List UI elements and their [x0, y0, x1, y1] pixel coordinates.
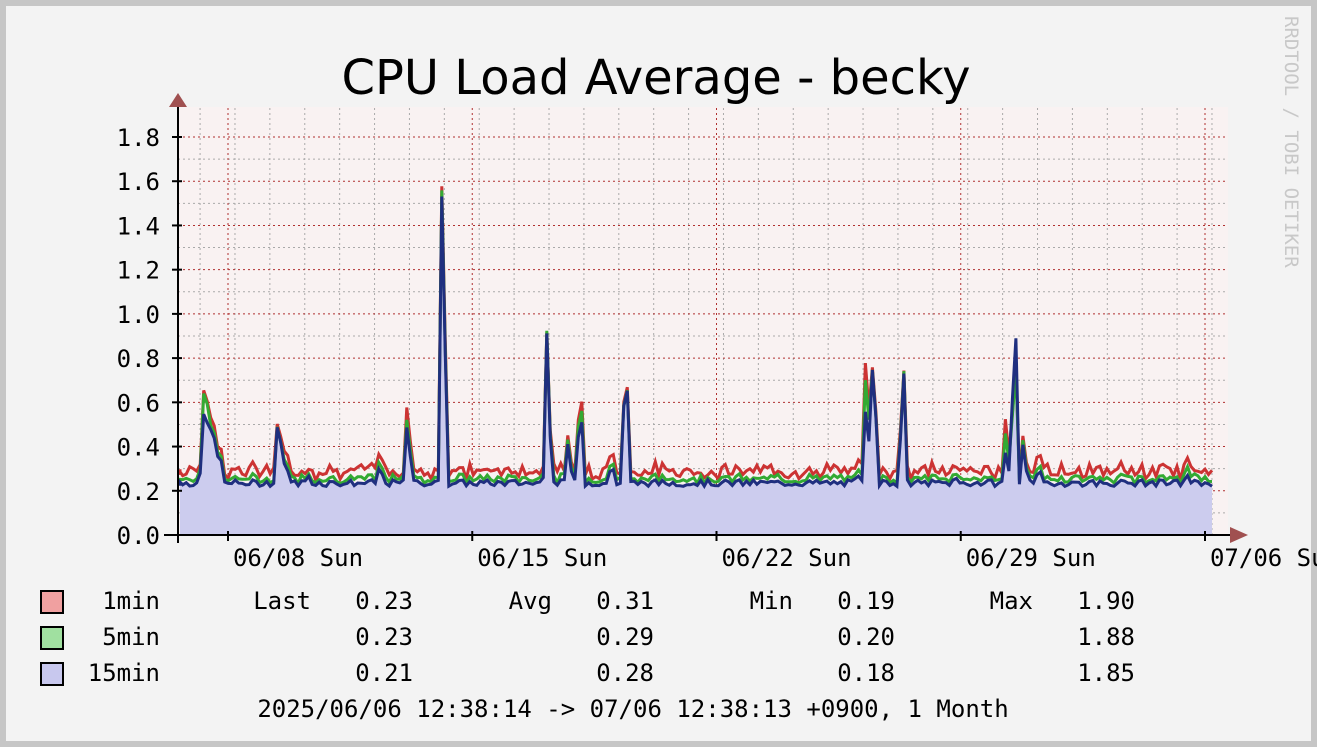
legend-value-5min-avg: 0.29: [596, 623, 654, 651]
y-tick-label: 0.4: [117, 434, 160, 462]
series-15min-area: [180, 196, 1212, 535]
legend-swatch-1min: [40, 590, 64, 614]
y-axis-arrow: [169, 93, 187, 107]
x-axis-arrow: [1230, 527, 1248, 543]
x-tick-label: 06/29 Sun: [966, 544, 1096, 572]
x-tick-label: 06/22 Sun: [721, 544, 851, 572]
legend-value-1min-avg: 0.31: [596, 587, 654, 615]
legend-value-5min-min: 0.20: [837, 623, 895, 651]
legend-value-5min-max: 1.88: [1077, 623, 1135, 651]
legend-swatch-5min: [40, 626, 64, 650]
legend-value-15min-last: 0.21: [355, 659, 413, 687]
x-tick-labels: 06/08 Sun 06/15 Sun 06/22 Sun 06/29 Sun 07/0…: [227, 531, 1317, 572]
y-tick-label: 0.0: [117, 522, 160, 550]
y-tick-label: 0.8: [117, 345, 160, 373]
y-tick-label: 1.0: [117, 301, 160, 329]
legend-swatch-15min: [40, 662, 64, 686]
legend-header-last: Last: [253, 587, 311, 615]
legend-value-15min-min: 0.18: [837, 659, 895, 687]
line-15min: [178, 196, 1213, 491]
axes: [164, 93, 1248, 543]
y-tick-label: 1.8: [117, 124, 160, 152]
time-range-footer: 2025/06/06 12:38:14 -> 07/06 12:38:13 +0…: [257, 695, 1008, 723]
minor-grid: [178, 107, 1228, 535]
legend-label-1min: 1min: [102, 587, 160, 615]
y-tick-label: 0.2: [117, 478, 160, 506]
chart-title: CPU Load Average - becky: [341, 50, 970, 106]
legend-value-1min-min: 0.19: [837, 587, 895, 615]
legend-header-avg: Avg: [509, 587, 552, 615]
x-tick-label: 06/08 Sun: [233, 544, 363, 572]
plot-background: [178, 107, 1228, 535]
line-1min: [178, 186, 1214, 485]
legend: 1min Last 0.23 Avg 0.31 Min 0.19 Max 1.9…: [40, 587, 1135, 687]
x-tick-label: 07/06 Sun: [1210, 544, 1317, 572]
legend-value-15min-avg: 0.28: [596, 659, 654, 687]
line-5min: [178, 190, 1213, 488]
series-lines: [178, 186, 1214, 491]
x-tick-label: 06/15 Sun: [477, 544, 607, 572]
y-tick-labels: 0.0 0.2 0.4 0.6 0.8 1.0 1.2 1.4 1.6 1.8: [117, 124, 182, 550]
legend-value-1min-max: 1.90: [1077, 587, 1135, 615]
legend-header-max: Max: [990, 587, 1033, 615]
legend-value-5min-last: 0.23: [355, 623, 413, 651]
y-tick-label: 1.2: [117, 257, 160, 285]
y-tick-label: 1.4: [117, 212, 160, 240]
area-15min: [180, 196, 1212, 535]
legend-value-1min-last: 0.23: [355, 587, 413, 615]
legend-label-5min: 5min: [102, 623, 160, 651]
y-tick-label: 1.6: [117, 168, 160, 196]
legend-header-min: Min: [750, 587, 793, 615]
legend-value-15min-max: 1.85: [1077, 659, 1135, 687]
watermark-label: RRDTOOL / TOBI OETIKER: [1280, 16, 1302, 268]
legend-label-15min: 15min: [88, 659, 160, 687]
y-tick-label: 0.6: [117, 389, 160, 417]
